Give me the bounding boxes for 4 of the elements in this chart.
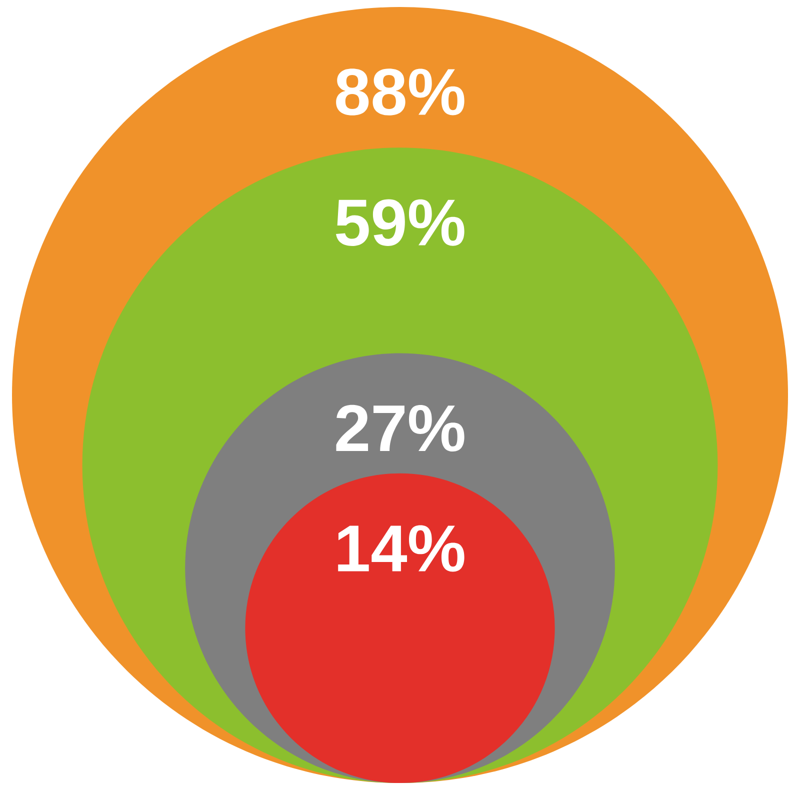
data-label: 27% [336, 404, 464, 452]
data-label: 14% [338, 525, 464, 572]
data-label: 59% [336, 199, 464, 246]
data-label: 88% [336, 68, 464, 116]
